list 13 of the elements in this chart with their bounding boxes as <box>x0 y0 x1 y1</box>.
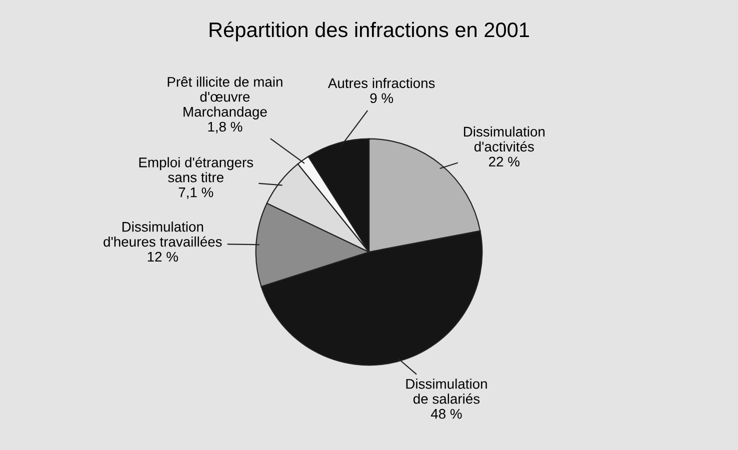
slice-label: Prêt illicite de main d'œuvre Marchandage <box>168 76 282 120</box>
data-label: 12 % <box>148 252 178 262</box>
data-label: 9 % <box>370 93 394 104</box>
data-label: 48 % <box>430 408 462 419</box>
data-label: 22 % <box>489 156 520 166</box>
data-label: 7,1 % <box>178 187 214 199</box>
slice-label: Autres infractions <box>328 78 435 88</box>
data-label: 1,8 % <box>208 122 242 134</box>
chart-title: Répartition des infractions en 2001 <box>210 22 529 42</box>
slice-label: Dissimulation de salariés <box>406 378 487 404</box>
slice-label: Dissimulation d'activités <box>464 126 545 152</box>
slice-label: Emploi d'étrangers sans titre <box>139 156 254 182</box>
slice-label: Dissimulation d'heures travaillées <box>104 222 222 247</box>
